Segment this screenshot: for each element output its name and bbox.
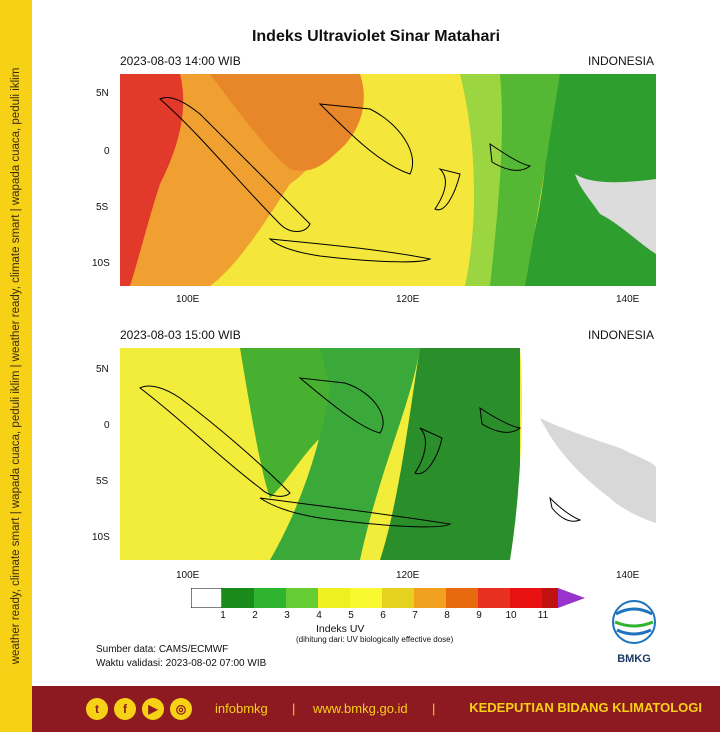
uv-colorbar xyxy=(191,588,585,608)
panel-date: 2023-08-03 14:00 WIB xyxy=(120,54,241,68)
colorbar-label: 8 xyxy=(444,610,450,621)
panel-region: INDONESIA xyxy=(587,54,654,68)
side-strip-text: weather ready, climate smart | wapada cu… xyxy=(10,67,22,665)
social-icons: t f ▶ ◎ xyxy=(86,698,192,720)
colorbar-label: 9 xyxy=(476,610,482,621)
colorbar-label: 4 xyxy=(316,610,322,621)
lat-tick: 5N xyxy=(96,88,109,99)
colorbar-label: 6 xyxy=(380,610,386,621)
lat-tick: 10S xyxy=(92,258,110,269)
twitter-icon[interactable]: t xyxy=(86,698,108,720)
colorbar-label: 5 xyxy=(348,610,354,621)
instagram-icon[interactable]: ◎ xyxy=(170,698,192,720)
lat-tick: 0 xyxy=(104,146,110,157)
lon-tick: 100E xyxy=(176,570,200,581)
lon-tick: 140E xyxy=(616,294,640,305)
youtube-icon[interactable]: ▶ xyxy=(142,698,164,720)
colorbar-label: 7 xyxy=(412,610,418,621)
colorbar-title: Indeks UV xyxy=(316,623,365,635)
handle-text: infobmkg xyxy=(215,701,268,716)
colorbar-label: 2 xyxy=(252,610,258,621)
bmkg-emblem-icon xyxy=(612,600,656,644)
bmkg-logo-text: BMKG xyxy=(617,653,651,665)
lon-tick: 120E xyxy=(396,294,420,305)
panel-date: 2023-08-03 15:00 WIB xyxy=(120,328,241,342)
side-strip: weather ready, climate smart | wapada cu… xyxy=(0,0,32,732)
colorbar-subtitle: (dihitung dari: UV biologically effectiv… xyxy=(296,635,454,644)
facebook-icon[interactable]: f xyxy=(114,698,136,720)
colorbar-label: 11 xyxy=(537,610,549,621)
data-source: Sumber data: CAMS/ECMWF xyxy=(96,644,229,655)
colorbar-label: 3 xyxy=(284,610,290,621)
website-link[interactable]: www.bmkg.go.id xyxy=(313,701,408,716)
lat-tick: 10S xyxy=(92,532,110,543)
lon-tick: 140E xyxy=(616,570,640,581)
lon-tick: 120E xyxy=(396,570,420,581)
separator: | xyxy=(432,701,436,716)
lat-tick: 5S xyxy=(96,476,109,487)
panel-region: INDONESIA xyxy=(587,328,654,342)
bmkg-logo-icon: BMKG xyxy=(608,600,660,665)
lat-tick: 5N xyxy=(96,364,109,375)
lat-tick: 5S xyxy=(96,202,109,213)
uv-map-15wib xyxy=(120,348,656,560)
unit-name: KEDEPUTIAN BIDANG KLIMATOLOGI xyxy=(469,700,702,715)
footer: t f ▶ ◎ infobmkg | www.bmkg.go.id | KEDE… xyxy=(32,686,720,732)
page-title: Indeks Ultraviolet Sinar Matahari xyxy=(251,28,501,45)
colorbar-label: 10 xyxy=(505,610,517,621)
lon-tick: 100E xyxy=(176,294,200,305)
separator: | xyxy=(292,701,296,716)
validity-time: Waktu validasi: 2023-08-02 07:00 WIB xyxy=(96,658,267,669)
uv-map-14wib xyxy=(120,74,656,286)
lat-tick: 0 xyxy=(104,420,110,431)
colorbar-label: 1 xyxy=(220,610,226,621)
